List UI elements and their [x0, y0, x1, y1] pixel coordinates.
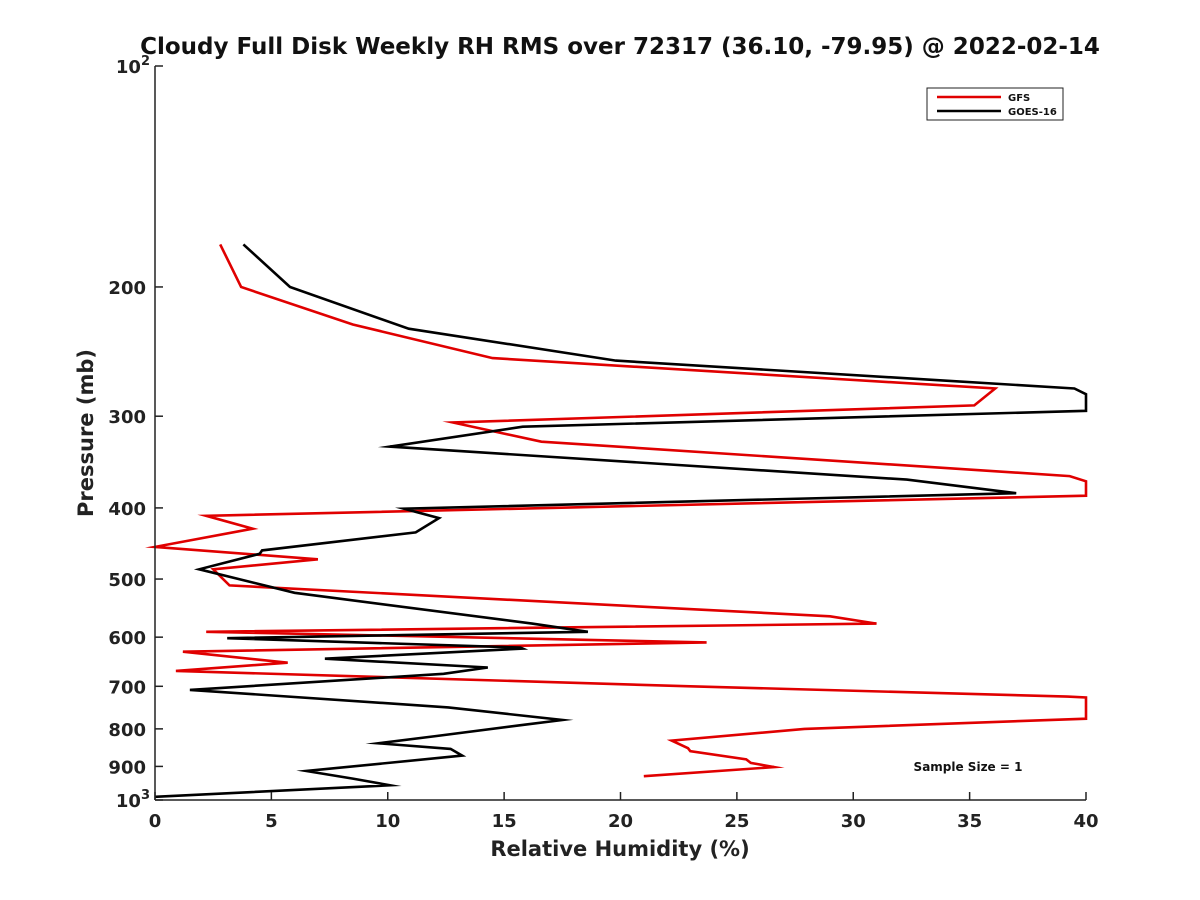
y-tick-label: 300: [108, 407, 146, 428]
legend-label-gfs: GFS: [1008, 93, 1030, 104]
y-tick-label: 103: [116, 788, 150, 812]
y-axis-label: Pressure (mb): [74, 349, 98, 517]
plot-area: [155, 66, 1086, 800]
y-tick-label: 900: [108, 757, 146, 778]
x-axis-label: Relative Humidity (%): [490, 837, 749, 861]
series-line-goes-16: [154, 243, 1088, 799]
x-tick-label: 35: [957, 811, 982, 832]
x-tick-label: 10: [375, 811, 400, 832]
x-tick-label: 30: [841, 811, 866, 832]
chart-title: Cloudy Full Disk Weekly RH RMS over 7231…: [140, 34, 1100, 60]
y-tick-label: 700: [108, 677, 146, 698]
y-tick-label: 200: [108, 278, 146, 299]
legend-box: [926, 87, 1064, 121]
x-tick-label: 0: [149, 811, 162, 832]
x-tick-label: 15: [492, 811, 517, 832]
series-layer: [144, 243, 1088, 799]
series-line-gfs: [144, 243, 1088, 778]
x-ticks: 0 5 10 15 20 25 30 35 40: [149, 792, 1099, 832]
y-tick-label: 600: [108, 628, 146, 649]
y-tick-label: 800: [108, 720, 146, 741]
y-ticks: 102 200 300 400 500 600 700 800 900 103: [108, 54, 163, 812]
x-tick-label: 40: [1073, 811, 1098, 832]
y-tick-label: 400: [108, 499, 146, 520]
x-tick-label: 5: [265, 811, 278, 832]
y-tick-label: 500: [108, 570, 146, 591]
x-tick-label: 20: [608, 811, 633, 832]
sample-size-annotation: Sample Size = 1: [914, 760, 1023, 774]
legend: GFS GOES-16: [926, 87, 1064, 121]
x-tick-label: 25: [724, 811, 749, 832]
y-tick-label: 102: [116, 54, 150, 78]
legend-label-goes16: GOES-16: [1008, 107, 1057, 118]
